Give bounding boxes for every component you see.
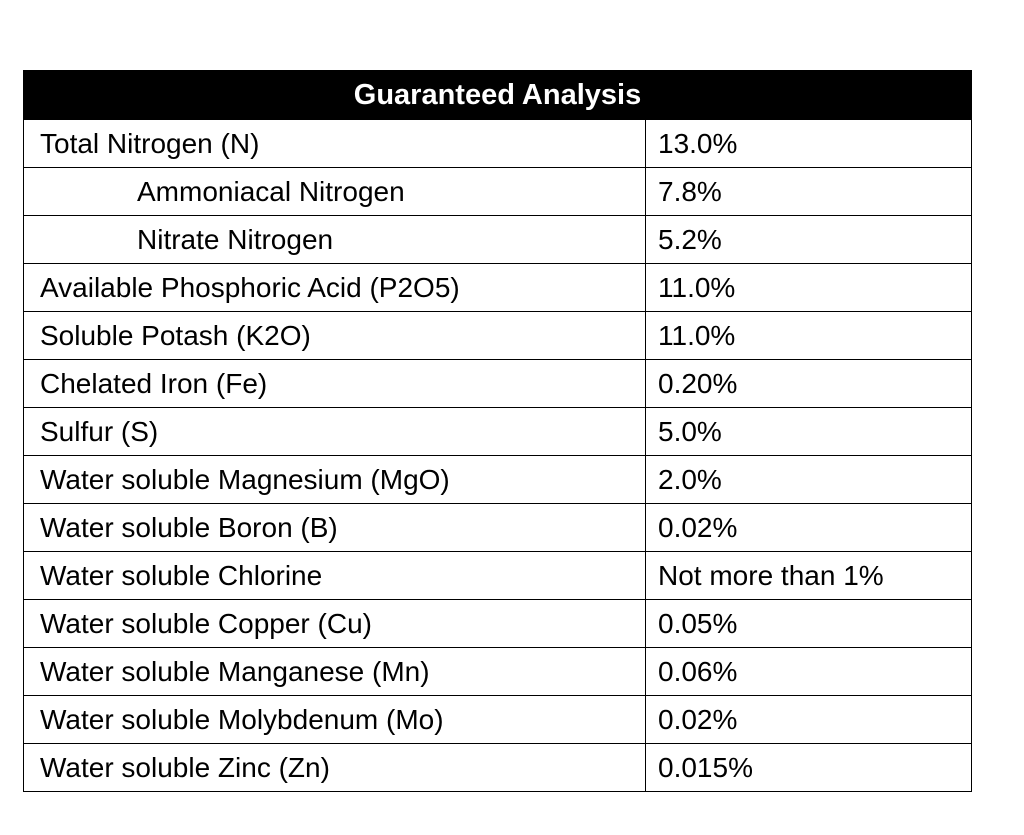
row: Available Phosphoric Acid (P2O5) 11.0% xyxy=(23,263,972,312)
header-row: Guaranteed Analysis xyxy=(23,70,972,120)
nutrient: Water soluble Copper (Cu) xyxy=(23,599,646,648)
nutrient: Water soluble Magnesium (MgO) xyxy=(23,455,646,504)
row: Water soluble Copper (Cu) 0.05% xyxy=(23,599,972,648)
row: Sulfur (S) 5.0% xyxy=(23,407,972,456)
nutrient: Available Phosphoric Acid (P2O5) xyxy=(23,263,646,312)
nutrient: Nitrate Nitrogen xyxy=(23,215,646,264)
nutrient: Water soluble Zinc (Zn) xyxy=(23,743,646,792)
amount: 5.0% xyxy=(645,407,972,456)
row: Water soluble Zinc (Zn) 0.015% xyxy=(23,743,972,792)
row: Water soluble Chlorine Not more than 1% xyxy=(23,551,972,600)
nutrient: Total Nitrogen (N) xyxy=(23,119,646,168)
row: Water soluble Magnesium (MgO) 2.0% xyxy=(23,455,972,504)
row: Chelated Iron (Fe) 0.20% xyxy=(23,359,972,408)
amount: 2.0% xyxy=(645,455,972,504)
analysis-table: Guaranteed Analysis Total Nitrogen (N) 13… xyxy=(23,70,972,792)
row: Total Nitrogen (N) 13.0% xyxy=(23,119,972,168)
amount: 0.06% xyxy=(645,647,972,696)
amount: 7.8% xyxy=(645,167,972,216)
row: Water soluble Boron (B) 0.02% xyxy=(23,503,972,552)
amount: 0.05% xyxy=(645,599,972,648)
nutrient: Water soluble Molybdenum (Mo) xyxy=(23,695,646,744)
amount: 11.0% xyxy=(645,311,972,360)
amount: Not more than 1% xyxy=(645,551,972,600)
amount: 0.20% xyxy=(645,359,972,408)
amount: 0.02% xyxy=(645,503,972,552)
table-title: Guaranteed Analysis xyxy=(23,70,972,120)
nutrient: Ammoniacal Nitrogen xyxy=(23,167,646,216)
amount: 0.015% xyxy=(645,743,972,792)
nutrient: Water soluble Manganese (Mn) xyxy=(23,647,646,696)
row: Soluble Potash (K2O) 11.0% xyxy=(23,311,972,360)
nutrient: Sulfur (S) xyxy=(23,407,646,456)
amount: 11.0% xyxy=(645,263,972,312)
amount: 13.0% xyxy=(645,119,972,168)
row: Nitrate Nitrogen 5.2% xyxy=(23,215,972,264)
nutrient: Soluble Potash (K2O) xyxy=(23,311,646,360)
nutrient: Water soluble Chlorine xyxy=(23,551,646,600)
nutrient: Water soluble Boron (B) xyxy=(23,503,646,552)
amount: 0.02% xyxy=(645,695,972,744)
row: Ammoniacal Nitrogen 7.8% xyxy=(23,167,972,216)
amount: 5.2% xyxy=(645,215,972,264)
nutrient: Chelated Iron (Fe) xyxy=(23,359,646,408)
row: Water soluble Manganese (Mn) 0.06% xyxy=(23,647,972,696)
row: Water soluble Molybdenum (Mo) 0.02% xyxy=(23,695,972,744)
